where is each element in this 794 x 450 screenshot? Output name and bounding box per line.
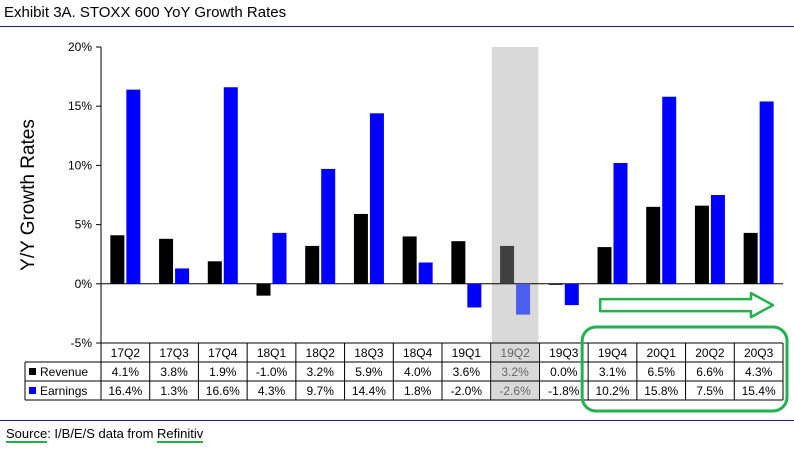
earnings-bar: [272, 232, 287, 284]
source-rule: [0, 420, 794, 421]
earnings-bar: [175, 268, 190, 284]
earnings-data-label: 7.5%: [696, 384, 724, 398]
revenue-data-label: 5.9%: [355, 365, 383, 379]
earnings-data-label: 14.4%: [352, 384, 386, 398]
revenue-bar: [743, 232, 758, 284]
revenue-bar: [256, 283, 271, 296]
earnings-data-label: 10.2%: [595, 384, 629, 398]
category-label: 20Q1: [647, 346, 677, 360]
revenue-data-label: -1.0%: [256, 365, 288, 379]
earnings-data-label: -1.8%: [548, 384, 580, 398]
revenue-data-label: 3.1%: [599, 365, 627, 379]
revenue-bar: [597, 247, 612, 284]
revenue-data-label: 1.9%: [209, 365, 237, 379]
source-note: Source: I/B/E/S data from Refinitiv: [6, 426, 204, 443]
revenue-bar: [451, 241, 466, 284]
revenue-data-label: 6.6%: [696, 365, 724, 379]
revenue-bar: [305, 245, 320, 284]
revenue-data-label: 3.2%: [307, 365, 335, 379]
title-rule: [0, 26, 794, 27]
source-text: : I/B/E/S data from: [47, 426, 158, 441]
earnings-data-label: 1.8%: [404, 384, 432, 398]
growth-chart: -5% 0% 5% 10% 15% 20% Y/Y Growth Rates 17Q2 17Q3…: [18, 40, 789, 413]
earnings-data-label: -2.6%: [499, 384, 531, 398]
revenue-data-label: 0.0%: [550, 365, 578, 379]
earnings-bar: [369, 113, 384, 284]
earnings-bar: [613, 163, 628, 284]
earnings-bar: [467, 283, 482, 308]
category-label: 19Q2: [500, 346, 530, 360]
earnings-data-label: 15.8%: [644, 384, 678, 398]
revenue-bar: [207, 261, 222, 284]
chart-title: Exhibit 3A. STOXX 600 YoY Growth Rates: [4, 4, 287, 21]
highlight-box: [580, 325, 789, 413]
earnings-legend-label: Earnings: [40, 384, 87, 398]
earnings-bar: [223, 87, 238, 284]
category-label: 20Q3: [744, 346, 774, 360]
category-label: 19Q1: [452, 346, 482, 360]
category-label: 18Q2: [306, 346, 336, 360]
revenue-bar: [548, 283, 563, 285]
y-tick-label: 0%: [75, 277, 93, 291]
revenue-legend-swatch: [29, 368, 36, 375]
revenue-bar: [694, 205, 709, 284]
earnings-bar: [321, 168, 336, 284]
revenue-data-label: 3.8%: [160, 365, 188, 379]
category-label: 20Q2: [695, 346, 725, 360]
y-tick-label: 20%: [68, 40, 92, 54]
earnings-data-label: -2.0%: [451, 384, 483, 398]
category-label: 18Q4: [403, 346, 433, 360]
earnings-bar: [759, 101, 774, 284]
earnings-data-label: 4.3%: [258, 384, 286, 398]
earnings-data-label: 9.7%: [307, 384, 335, 398]
trend-arrow: [598, 291, 775, 319]
revenue-bar: [402, 236, 417, 284]
category-label: 19Q3: [549, 346, 579, 360]
y-tick-label: 15%: [68, 99, 92, 113]
earnings-data-label: 1.3%: [160, 384, 188, 398]
revenue-data-label: 3.2%: [501, 365, 529, 379]
revenue-bar: [159, 238, 174, 284]
revenue-data-label: 6.5%: [648, 365, 676, 379]
revenue-bar: [110, 235, 125, 284]
earnings-bar: [418, 262, 433, 284]
revenue-data-label: 4.0%: [404, 365, 432, 379]
category-label: 17Q2: [111, 346, 141, 360]
category-label: 17Q3: [159, 346, 189, 360]
revenue-data-label: 3.6%: [453, 365, 481, 379]
revenue-bar: [646, 206, 661, 284]
source-provider: Refinitiv: [157, 426, 204, 443]
earnings-data-label: 16.6%: [206, 384, 240, 398]
revenue-data-label: 4.3%: [745, 365, 773, 379]
source-label: Source: [6, 426, 48, 443]
earnings-legend-swatch: [29, 387, 36, 394]
earnings-bar: [516, 283, 531, 315]
category-label: 19Q4: [598, 346, 628, 360]
earnings-data-label: 16.4%: [108, 384, 142, 398]
earnings-bar: [662, 96, 677, 284]
y-tick-label: -5%: [71, 336, 93, 350]
revenue-bar: [500, 245, 515, 284]
highlight-band: [491, 47, 539, 400]
revenue-bar: [353, 213, 368, 284]
y-axis-title: Y/Y Growth Rates: [18, 119, 39, 271]
category-label: 18Q3: [354, 346, 384, 360]
category-label: 17Q4: [208, 346, 238, 360]
y-tick-label: 10%: [68, 158, 92, 172]
category-label: 18Q1: [257, 346, 287, 360]
revenue-legend-label: Revenue: [40, 365, 88, 379]
y-tick-label: 5%: [75, 218, 93, 232]
earnings-bar: [564, 283, 579, 306]
earnings-data-label: 15.4%: [742, 384, 776, 398]
earnings-bar: [126, 89, 141, 284]
earnings-bar: [710, 195, 725, 284]
revenue-data-label: 4.1%: [112, 365, 140, 379]
